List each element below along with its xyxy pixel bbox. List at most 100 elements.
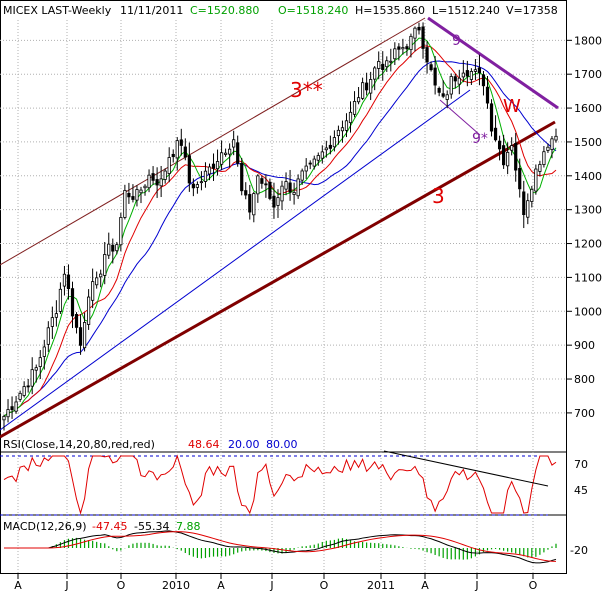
candle-body: [429, 64, 433, 71]
candle-body: [534, 168, 538, 192]
candle-body: [352, 101, 357, 115]
candle: [6, 399, 10, 423]
candle-body: [316, 155, 320, 161]
candle-body: [477, 67, 482, 74]
candle: [360, 77, 365, 101]
y-tick-label: 700: [574, 407, 595, 420]
candle-body: [340, 127, 345, 132]
candle: [62, 265, 67, 296]
y-tick-label: 1600: [574, 102, 602, 115]
candle: [340, 120, 345, 143]
header-close: C=1520.880: [190, 4, 259, 17]
candle-body: [151, 173, 155, 181]
candle: [429, 61, 433, 72]
x-axis: A J O 2010 A J O 2011 A J O: [14, 574, 538, 592]
candle-body: [320, 151, 324, 159]
candle-body: [58, 288, 63, 312]
moving-average-green: [3, 37, 557, 417]
candle: [437, 86, 441, 97]
candle: [457, 69, 461, 95]
candle-body: [296, 178, 300, 197]
candle-body: [46, 327, 50, 345]
candle-body: [497, 140, 502, 150]
y-tick-label: 1300: [574, 204, 602, 217]
candle: [449, 73, 453, 99]
candle-body: [360, 82, 365, 99]
candle-body: [224, 152, 228, 155]
candle-body: [514, 143, 518, 171]
candle: [167, 147, 171, 183]
candle-body: [131, 196, 135, 200]
candle: [493, 115, 498, 142]
channel-upper-line: [0, 17, 426, 266]
candle: [385, 56, 389, 72]
candle: [320, 145, 324, 164]
header-symbol: MICEX LAST-Weekly: [3, 4, 112, 17]
candle-body: [473, 69, 478, 72]
candle-body: [433, 67, 437, 86]
candle-body: [485, 86, 490, 104]
candle: [312, 155, 316, 170]
candle-body: [518, 168, 522, 190]
candle: [123, 184, 127, 220]
candle-body: [236, 142, 240, 164]
candle-body: [542, 151, 546, 165]
candle-body: [228, 148, 232, 155]
candle: [389, 48, 393, 72]
candle: [369, 71, 373, 101]
candle-body: [10, 406, 14, 411]
candle-body: [397, 46, 401, 50]
candle-body: [324, 147, 328, 151]
candle: [78, 314, 83, 355]
candle-body: [526, 200, 530, 218]
chart-frame: [0, 0, 567, 574]
channel-lower-line: [0, 89, 471, 431]
candle-body: [50, 317, 54, 327]
candle: [308, 160, 312, 170]
x-tick-label: 2011: [367, 579, 395, 592]
candle-body: [99, 273, 103, 278]
candle: [211, 153, 216, 181]
candle: [111, 238, 115, 264]
candlesticks: [2, 22, 558, 431]
y-tick-label: 1100: [574, 271, 602, 284]
candle-body: [393, 48, 397, 60]
candle-body: [74, 314, 79, 328]
candle: [336, 125, 341, 145]
candle-body: [377, 61, 381, 69]
candle: [30, 357, 34, 395]
candle-body: [147, 174, 151, 189]
candle: [191, 178, 195, 197]
label-3-star: 3**: [290, 78, 323, 102]
x-tick-label: O: [529, 579, 538, 592]
candle: [425, 41, 429, 74]
candle-body: [159, 178, 163, 187]
macd-signal: -55.34: [134, 520, 169, 533]
candle-body: [42, 346, 46, 357]
y-tick-label: 1800: [574, 34, 602, 47]
candle: [542, 145, 546, 168]
candle: [248, 184, 252, 220]
candle: [465, 60, 469, 87]
label-3: 3: [432, 184, 445, 208]
candle: [240, 157, 244, 196]
label-w: W: [503, 96, 521, 117]
candle: [207, 163, 212, 181]
candle: [514, 132, 518, 182]
candle-body: [87, 296, 91, 325]
candle-body: [453, 76, 457, 82]
x-tick-label: J: [474, 579, 478, 592]
y-tick-label: 900: [574, 339, 595, 352]
candle: [554, 128, 558, 143]
candle-body: [300, 170, 304, 181]
candle-body: [248, 194, 252, 213]
candle: [401, 38, 405, 55]
candle: [70, 281, 75, 329]
x-tick-label: J: [269, 579, 273, 592]
candle-body: [272, 195, 276, 208]
candle: [99, 269, 103, 288]
candle-body: [401, 47, 405, 50]
candle-body: [135, 189, 139, 201]
candle-body: [538, 164, 542, 172]
y-tick-label: 1000: [574, 305, 602, 318]
